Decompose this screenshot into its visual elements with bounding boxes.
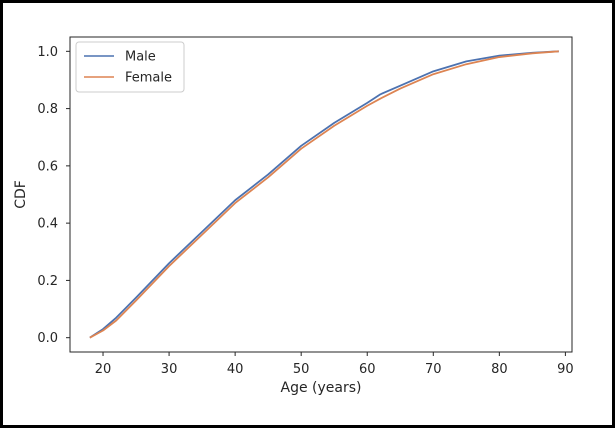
legend: Male Female: [75, 41, 185, 93]
x-axis-label: Age (years): [281, 380, 362, 396]
x-tick-label: 90: [557, 362, 574, 377]
x-axis-ticks: 20 30 40 50 60 70 80 90: [95, 352, 574, 377]
x-tick-label: 20: [95, 362, 112, 377]
y-tick-label: 0.8: [37, 102, 58, 117]
legend-label-female: Female: [125, 71, 172, 86]
y-tick-label: 0.6: [37, 159, 58, 174]
y-tick-label: 0.2: [37, 274, 58, 289]
x-tick-label: 80: [491, 362, 508, 377]
legend-label-male: Male: [125, 50, 156, 65]
series-line-male: [89, 50, 559, 339]
x-tick-label: 40: [227, 362, 244, 377]
series-line-female: [89, 50, 559, 339]
y-axis-label: CDF: [13, 180, 29, 209]
y-axis-ticks: 0.0 0.2 0.4 0.6 0.8 1.0: [37, 45, 70, 346]
y-tick-label: 1.0: [37, 45, 58, 60]
legend-box: [75, 41, 185, 93]
x-tick-label: 30: [161, 362, 178, 377]
x-tick-label: 60: [359, 362, 376, 377]
x-tick-label: 50: [293, 362, 310, 377]
series-lines: [89, 50, 559, 339]
y-tick-label: 0.4: [37, 217, 58, 232]
x-tick-label: 70: [425, 362, 442, 377]
y-tick-label: 0.0: [37, 331, 58, 346]
plot-area: [69, 36, 573, 353]
